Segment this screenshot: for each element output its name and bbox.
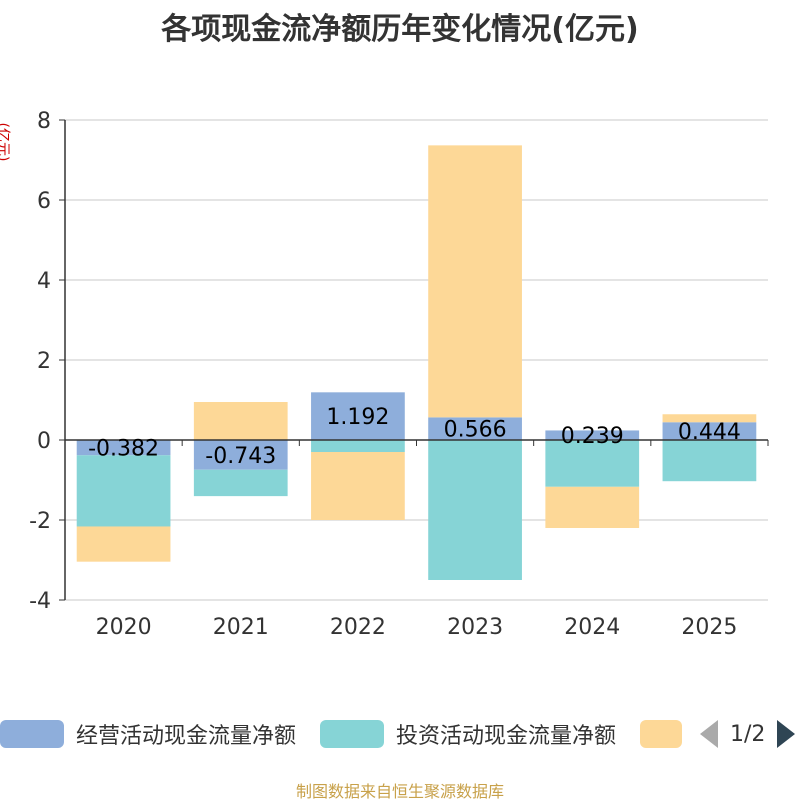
legend: 经营活动现金流量净额 投资活动现金流量净额 1/2 [0, 716, 800, 752]
data-label-2025: 0.444 [678, 420, 741, 445]
y-tick-label: 8 [37, 109, 51, 134]
chart-title: 各项现金流净额历年变化情况(亿元) [161, 12, 639, 47]
x-tick-label-2022: 2022 [330, 615, 386, 640]
bar-1-2024 [545, 430, 640, 440]
x-tick-label-2021: 2021 [213, 615, 269, 640]
x-tick-label-2025: 2025 [681, 615, 737, 640]
y-tick-label: 4 [37, 269, 51, 294]
data-label-2023: 0.566 [444, 418, 507, 443]
y-tick-label: -4 [29, 589, 51, 614]
data-label-2024: 0.239 [561, 424, 624, 449]
chart-plot: -4 -2 0 2 4 6 8 2020 2021 2022 2023 2024 2025 -0.382… [29, 109, 769, 640]
y-tick-label: 2 [37, 349, 51, 374]
legend-swatch-investing [320, 720, 384, 748]
bar-1-2025 [662, 422, 757, 440]
legend-item-investing[interactable]: 投资活动现金流量净额 [320, 716, 616, 752]
bar-1-2021 [193, 440, 288, 470]
bar-2-2020 [76, 455, 171, 527]
legend-swatch-financing [640, 720, 682, 748]
bar-3-2021 [193, 402, 288, 440]
bar-2-2024 [545, 440, 640, 487]
legend-item-financing[interactable] [640, 716, 694, 752]
bar-3-2022 [311, 452, 405, 520]
data-label-2021: -0.743 [205, 444, 276, 469]
y-tick-label: -2 [29, 509, 51, 534]
legend-pager: 1/2 [700, 716, 796, 752]
bar-1-2020 [76, 440, 171, 456]
bar-2-2022 [311, 440, 405, 452]
bar-1-2023 [428, 417, 522, 440]
data-source-footer: 制图数据来自恒生聚源数据库 [295, 782, 504, 801]
legend-item-operating[interactable]: 经营活动现金流量净额 [0, 716, 296, 752]
legend-label-investing: 投资活动现金流量净额 [396, 724, 617, 749]
bar-3-2023 [428, 145, 522, 418]
y-tick-label: 6 [37, 189, 51, 214]
x-tick-label-2024: 2024 [564, 615, 620, 640]
bar-1-2022 [311, 392, 405, 440]
data-label-2022: 1.192 [326, 405, 389, 430]
legend-label-operating: 经营活动现金流量净额 [76, 724, 297, 749]
pager-next-icon[interactable] [777, 720, 796, 748]
bar-2-2025 [662, 440, 757, 482]
bar-3-2020 [76, 526, 171, 562]
legend-page-indicator: 1/2 [730, 721, 766, 747]
bar-2-2023 [428, 440, 522, 580]
legend-swatch-operating [0, 720, 64, 748]
bar-2-2021 [193, 469, 288, 497]
pager-prev-icon[interactable] [700, 720, 718, 748]
y-tick-label: 0 [37, 429, 51, 454]
x-tick-label-2023: 2023 [447, 615, 503, 640]
bar-3-2025 [662, 414, 757, 423]
data-label-2020: -0.382 [88, 437, 159, 462]
bar-3-2024 [545, 486, 640, 528]
x-tick-label-2020: 2020 [96, 615, 152, 640]
